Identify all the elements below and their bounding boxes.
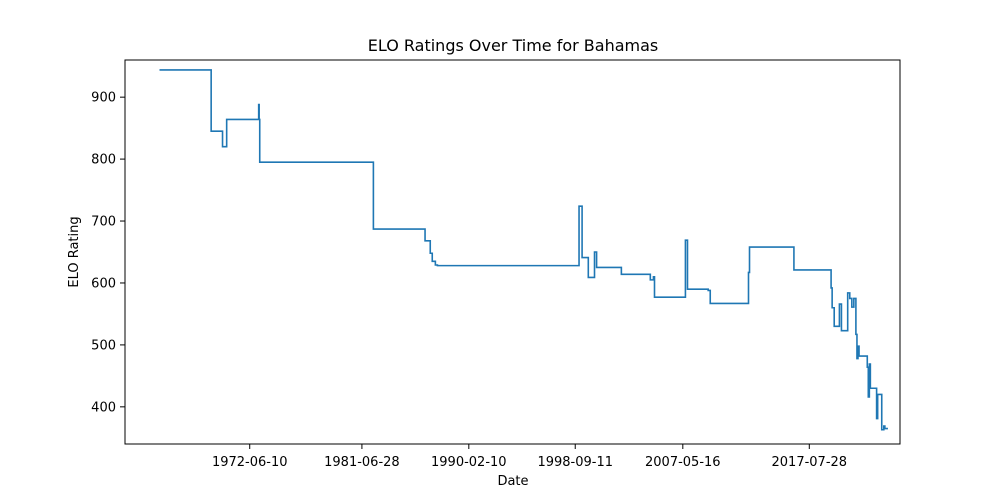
x-axis-label: Date [497, 474, 528, 489]
plot-frame [124, 59, 901, 445]
y-tick-label: 900 [91, 91, 116, 106]
chart-title: ELO Ratings Over Time for Bahamas [368, 36, 659, 55]
x-tick-label: 1972-06-10 [212, 455, 288, 470]
x-tick-label: 1981-06-28 [324, 455, 400, 470]
y-tick-label: 700 [91, 215, 116, 230]
y-tick-label: 500 [91, 338, 116, 353]
x-tick-label: 1998-09-11 [537, 455, 613, 470]
x-tick-label: 2017-07-28 [772, 455, 848, 470]
y-axis-ticks: 400 500 600 700 800 900 [91, 91, 125, 415]
y-tick-label: 400 [91, 400, 116, 415]
x-axis-ticks: 1972-06-10 1981-06-28 1990-02-10 1998-09-11… [212, 444, 847, 470]
y-tick-label: 600 [91, 276, 116, 291]
series-layer [159, 69, 888, 431]
series-line [159, 69, 888, 431]
y-tick-label: 800 [91, 153, 116, 168]
x-tick-label: 2007-05-16 [645, 455, 721, 470]
x-tick-label: 1990-02-10 [431, 455, 507, 470]
y-axis-label: ELO Rating [67, 216, 82, 287]
